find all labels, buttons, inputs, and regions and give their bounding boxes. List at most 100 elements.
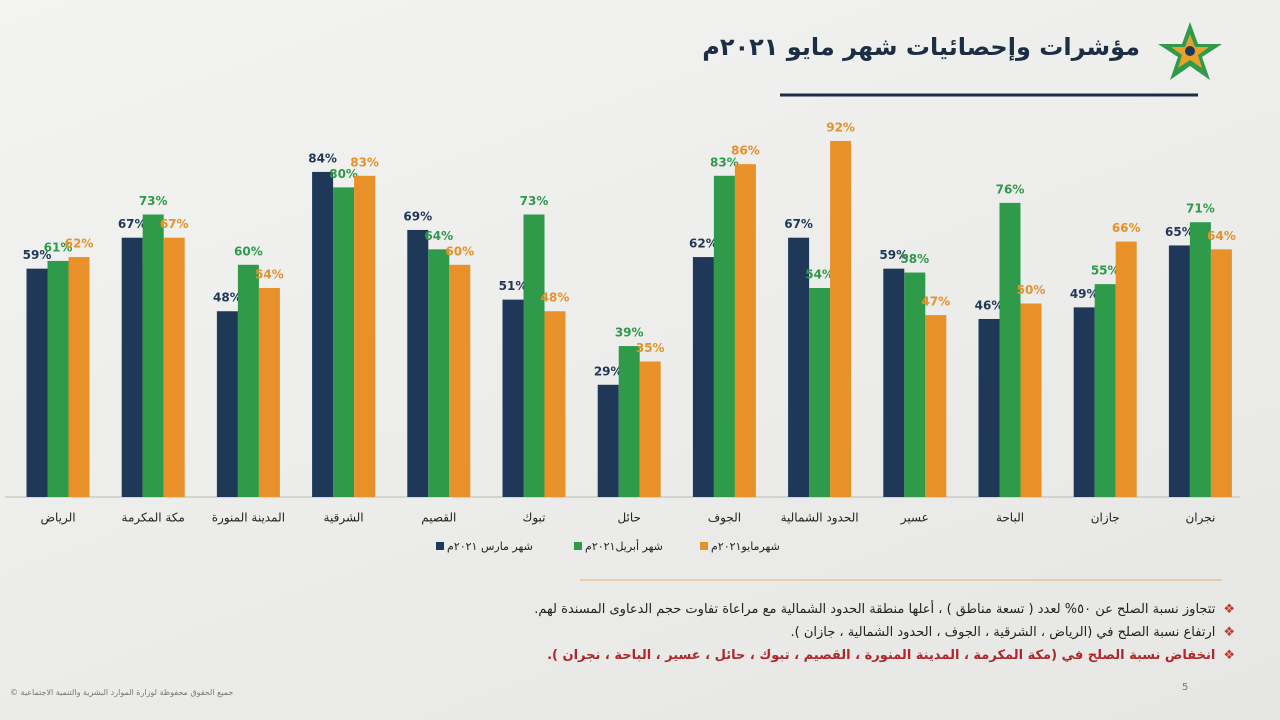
- x-tick-label: الحدود الشمالية: [781, 511, 859, 526]
- data-label: 47%: [921, 295, 950, 309]
- x-tick-label: الجوف: [708, 511, 741, 526]
- bar: [618, 346, 640, 497]
- data-label: 65%: [1165, 225, 1194, 239]
- data-label: 67%: [160, 217, 189, 231]
- bar: [26, 268, 48, 497]
- x-tick-label: نجران: [1185, 511, 1215, 526]
- data-label: 71%: [1186, 202, 1215, 216]
- x-tick-label: عسير: [900, 511, 929, 526]
- data-label: 73%: [139, 194, 168, 208]
- chart-title: مؤشرات وإحصائيات شهر مايو ٢٠٢١م: [702, 33, 1140, 61]
- data-label: 67%: [118, 217, 147, 231]
- x-tick-label: الباحة: [996, 511, 1024, 525]
- bar: [407, 229, 429, 497]
- data-label: 61%: [44, 240, 73, 254]
- bar: [68, 257, 90, 497]
- data-label: 60%: [445, 244, 474, 258]
- data-label: 54%: [255, 268, 284, 282]
- data-label: 60%: [234, 244, 263, 258]
- notes: تتجاوز نسبة الصلح عن ٥٠% لعدد ( تسعة منا…: [335, 598, 1235, 667]
- bar: [883, 268, 905, 497]
- legend-swatch: [700, 542, 708, 550]
- data-label: 39%: [615, 326, 644, 340]
- data-label: 86%: [731, 144, 760, 158]
- x-tick-label: القصيم: [421, 511, 456, 525]
- legend-label: شهر أبريل٢٠٢١م: [585, 539, 663, 553]
- bar: [1189, 222, 1211, 498]
- data-label: 69%: [403, 209, 432, 223]
- bar: [999, 202, 1021, 497]
- data-label: 64%: [1207, 229, 1236, 243]
- bar: [788, 237, 810, 497]
- bar: [1020, 303, 1042, 497]
- bar: [978, 318, 1000, 497]
- x-tick-label: الرياض: [40, 511, 75, 526]
- note: تتجاوز نسبة الصلح عن ٥٠% لعدد ( تسعة منا…: [335, 598, 1235, 621]
- data-label: 46%: [975, 298, 1004, 312]
- x-tick-label: تبوك: [522, 511, 545, 526]
- legend-swatch: [436, 542, 444, 550]
- data-label: 50%: [1017, 283, 1046, 297]
- data-label: 48%: [541, 291, 570, 305]
- data-label: 35%: [636, 341, 665, 355]
- bar: [1168, 245, 1190, 497]
- bar: [237, 264, 259, 497]
- data-label: 64%: [424, 229, 453, 243]
- bar: [523, 214, 545, 498]
- page-number: 5: [1182, 682, 1189, 693]
- data-label: 51%: [499, 279, 528, 293]
- bar: [428, 249, 450, 497]
- bar: [333, 187, 355, 497]
- legend-swatch: [574, 542, 582, 550]
- data-label: 73%: [520, 194, 549, 208]
- bar: [163, 237, 185, 497]
- bar: [1094, 284, 1116, 497]
- bar: [47, 260, 69, 497]
- bar: [544, 311, 566, 497]
- x-tick-label: المدينة المنورة: [212, 511, 285, 526]
- data-label: 49%: [1070, 287, 1099, 301]
- bar: [639, 361, 661, 497]
- data-label: 67%: [784, 217, 813, 231]
- data-label: 58%: [900, 252, 929, 266]
- legend-label: شهر مارس ٢٠٢١م: [447, 540, 533, 553]
- bar: [449, 264, 471, 497]
- data-label: 59%: [23, 248, 52, 262]
- bar: [734, 164, 756, 497]
- logo: [1158, 22, 1222, 80]
- bar: [597, 384, 619, 497]
- bar: [925, 315, 947, 497]
- data-label: 84%: [308, 151, 337, 165]
- bar: [904, 272, 926, 497]
- data-label: 29%: [594, 364, 623, 378]
- copyright: جميع الحقوق محفوظة لوزارة الموارد البشري…: [10, 688, 234, 697]
- data-label: 80%: [329, 167, 358, 181]
- bar: [809, 288, 831, 497]
- data-label: 54%: [805, 268, 834, 282]
- bar: [502, 299, 524, 497]
- data-label: 76%: [996, 182, 1025, 196]
- bar: [1115, 241, 1137, 497]
- data-label: 83%: [350, 155, 379, 169]
- x-tick-label: جازان: [1091, 511, 1120, 526]
- bar: [312, 171, 334, 498]
- bar: [830, 140, 852, 497]
- x-tick-label: حائل: [617, 511, 641, 525]
- bar: [142, 214, 164, 498]
- legend-label: شهرمايو٢٠٢١م: [711, 540, 780, 553]
- data-label: 66%: [1112, 221, 1141, 235]
- note: انخفاض نسبة الصلح في (مكة المكرمة ، المد…: [335, 644, 1235, 667]
- data-label: 59%: [879, 248, 908, 262]
- bar: [692, 257, 714, 497]
- data-label: 55%: [1091, 264, 1120, 278]
- bar: [121, 237, 143, 497]
- data-label: 62%: [689, 237, 718, 251]
- bar: [713, 175, 735, 498]
- bar: [1210, 249, 1232, 497]
- bar: [216, 311, 238, 497]
- x-tick-label: مكة المكرمة: [122, 511, 185, 526]
- bar: [354, 175, 376, 498]
- data-label: 48%: [213, 291, 242, 305]
